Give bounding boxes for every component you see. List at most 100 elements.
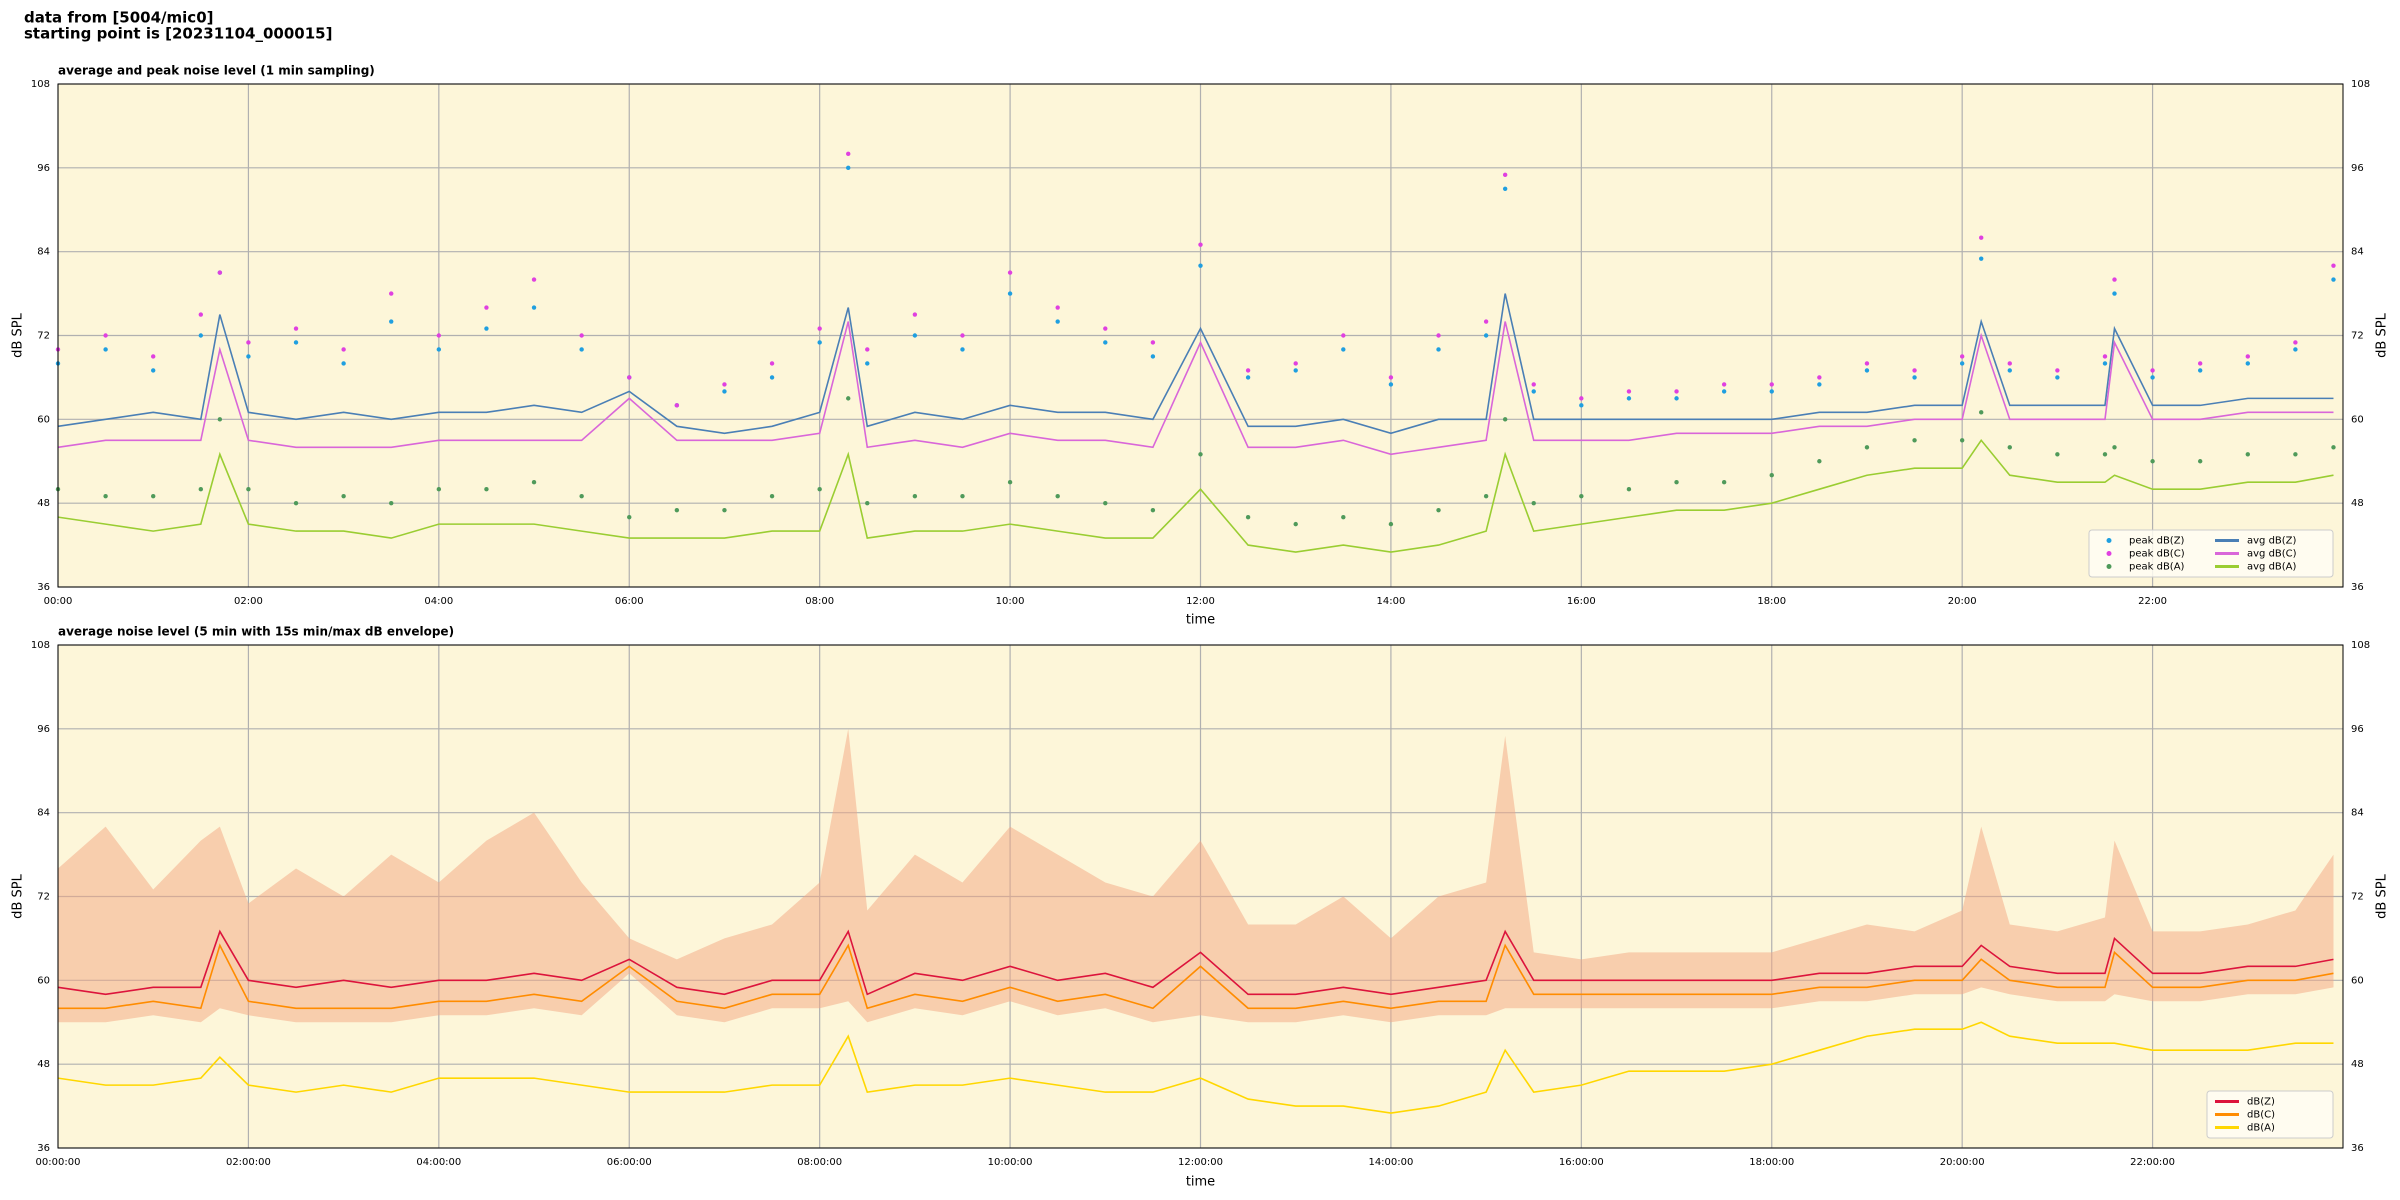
- peak-point: [1769, 389, 1774, 394]
- peak-point: [1864, 361, 1870, 366]
- x-tick-label: 18:00:00: [1749, 1157, 1794, 1168]
- legend-label: peak dB(C): [2129, 549, 2185, 560]
- peak-point: [1007, 480, 1013, 485]
- y-axis-label-right: dB SPL: [2375, 312, 2390, 357]
- y-tick-label: 84: [37, 808, 50, 819]
- peak-point: [1198, 242, 1203, 247]
- x-tick-label: 22:00: [2138, 596, 2167, 607]
- peak-point: [2197, 459, 2203, 464]
- peak-point: [1912, 368, 1917, 373]
- peak-point: [2102, 452, 2108, 457]
- peak-point: [2293, 347, 2298, 352]
- peak-point: [1864, 368, 1870, 373]
- peak-point: [1436, 347, 1441, 352]
- peak-point: [1483, 333, 1489, 338]
- header-line: starting point is [20231104_000015]: [24, 25, 332, 43]
- peak-point: [1531, 389, 1536, 394]
- y-tick-label: 48: [37, 498, 50, 509]
- peak-point: [2007, 368, 2012, 373]
- peak-point: [2150, 368, 2155, 373]
- peak-point: [341, 493, 346, 499]
- peak-point: [722, 507, 727, 513]
- legend-marker: [2106, 538, 2112, 543]
- peak-point: [2007, 445, 2012, 450]
- peak-point: [1245, 375, 1251, 380]
- y-tick-label: 84: [37, 247, 50, 258]
- peak-point: [151, 493, 156, 499]
- peak-point: [103, 333, 108, 338]
- peak-point: [1674, 480, 1679, 485]
- chart-title: average noise level (5 min with 15s min/…: [58, 625, 454, 639]
- y-tick-label-right: 36: [2351, 582, 2364, 593]
- x-tick-label: 08:00:00: [797, 1157, 842, 1168]
- axes-frame: [57, 83, 2344, 588]
- y-tick-label-right: 60: [2351, 975, 2364, 986]
- peak-point: [1817, 382, 1822, 387]
- y-tick-label-right: 108: [2351, 640, 2370, 651]
- y-tick-label: 60: [37, 414, 50, 425]
- peak-point: [674, 507, 680, 513]
- peak-point: [1245, 368, 1251, 373]
- peak-point: [1055, 319, 1060, 324]
- peak-point: [1388, 382, 1394, 387]
- y-axis-label: dB SPL: [11, 873, 26, 918]
- peak-point: [1103, 326, 1108, 331]
- envelope-area: [58, 728, 2334, 1023]
- peak-point: [1293, 361, 1298, 366]
- peak-point: [436, 333, 442, 338]
- peak-point: [865, 347, 870, 352]
- legend: peak dB(Z) peak dB(C) peak dB(A) avg dB(Z) a…: [2088, 529, 2334, 578]
- peak-point: [1436, 507, 1441, 513]
- y-tick-label-right: 96: [2351, 163, 2364, 174]
- peak-point: [846, 165, 851, 171]
- peak-point: [1502, 172, 1508, 178]
- peak-point: [1721, 389, 1727, 394]
- peak-point: [1293, 368, 1298, 373]
- peak-point: [1103, 340, 1108, 345]
- y-tick-label: 96: [37, 163, 50, 174]
- y-tick-label: 72: [37, 331, 50, 342]
- peak-point: [2150, 375, 2155, 380]
- x-tick-label: 06:00:00: [607, 1157, 652, 1168]
- peak-point: [217, 417, 223, 422]
- header-line: data from [5004/mic0]: [24, 9, 214, 27]
- peak-point: [389, 500, 394, 506]
- x-tick-label: 08:00: [805, 596, 834, 607]
- peak-point: [341, 361, 346, 366]
- peak-point: [531, 480, 537, 485]
- peak-point: [1103, 500, 1108, 506]
- y-tick-label: 60: [37, 975, 50, 986]
- peak-point: [722, 389, 727, 394]
- peak-point: [627, 514, 632, 520]
- peak-point: [2112, 291, 2117, 296]
- peak-point: [1388, 375, 1394, 380]
- x-tick-label: 18:00: [1757, 596, 1786, 607]
- peak-point: [1912, 375, 1917, 380]
- peak-point: [1579, 403, 1584, 408]
- peak-point: [2331, 263, 2336, 268]
- legend-label: dB(Z): [2247, 1097, 2275, 1108]
- y-tick-label-right: 84: [2351, 808, 2364, 819]
- y-tick-label-right: 48: [2351, 498, 2364, 509]
- peak-point: [389, 291, 394, 296]
- x-tick-label: 04:00: [424, 596, 453, 607]
- peak-point: [2112, 277, 2117, 282]
- x-tick-label: 12:00:00: [1178, 1157, 1223, 1168]
- legend-label: dB(C): [2247, 1110, 2275, 1121]
- peak-point: [2055, 368, 2060, 373]
- y-tick-label: 72: [37, 892, 50, 903]
- peak-point: [1674, 389, 1679, 394]
- peak-point: [1150, 507, 1156, 513]
- x-tick-label: 06:00: [615, 596, 644, 607]
- series-line: [57, 438, 2334, 553]
- peak-point: [2245, 361, 2250, 366]
- peak-point: [103, 347, 108, 352]
- peak-point: [846, 151, 851, 157]
- peak-point: [2055, 375, 2060, 380]
- peak-point: [1436, 333, 1441, 338]
- peak-point: [436, 347, 442, 352]
- peak-point: [817, 340, 822, 345]
- peak-point: [1150, 340, 1156, 345]
- peak-point: [912, 312, 918, 317]
